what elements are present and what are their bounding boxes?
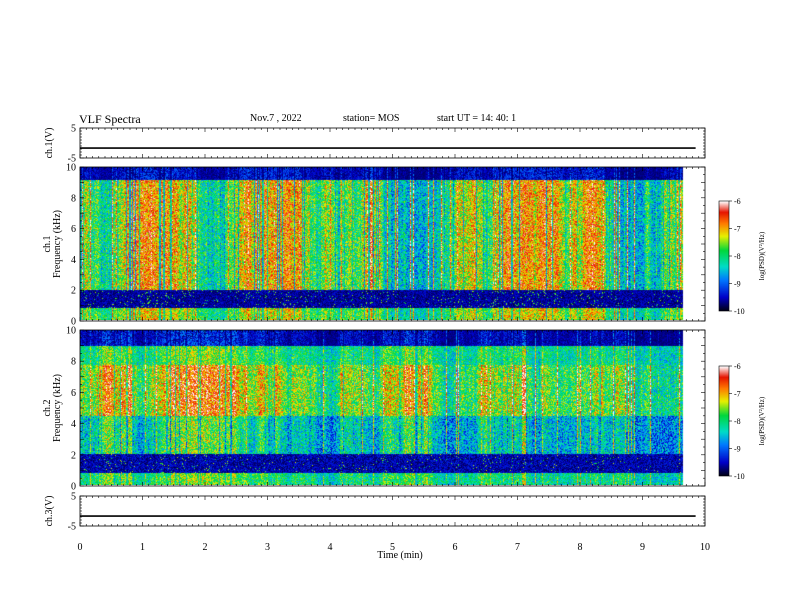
colorbar-tick-label: -6 — [734, 362, 741, 371]
x-tick-label: 6 — [453, 542, 458, 553]
x-tick-label: 7 — [515, 542, 520, 553]
y-tick-label: 10 — [66, 163, 76, 174]
start-time-label: start UT = 14: 40: 1 — [437, 113, 517, 124]
x-tick-label: 3 — [265, 542, 270, 553]
x-tick-label: 5 — [390, 542, 395, 553]
colorbar-label: log(PSD)(V²/Hz) — [758, 396, 766, 445]
colorbar-label: log(PSD)(V²/Hz) — [758, 231, 766, 280]
y-axis-label: Frequency (kHz) — [52, 374, 63, 442]
colorbar-tick-label: -10 — [734, 472, 745, 481]
panel-frame-2 — [79, 166, 706, 322]
y-tick-label: 0 — [71, 482, 76, 493]
colorbar-tick-label: -7 — [734, 390, 741, 399]
x-tick-label: 2 — [203, 542, 208, 553]
ch1-colorbar-image — [719, 201, 729, 311]
y-tick-label: 2 — [71, 286, 76, 297]
y-tick-label: 8 — [71, 193, 76, 204]
y-tick-label: 6 — [71, 224, 76, 235]
y-tick-label: -5 — [68, 154, 76, 165]
y-tick-label: 0 — [71, 317, 76, 328]
y-tick-label: 4 — [71, 255, 76, 266]
ch2-spectrogram-image — [80, 330, 692, 485]
y-tick-label: 8 — [71, 357, 76, 368]
colorbar-frame-2 — [718, 365, 730, 477]
colorbar-tick-label: -9 — [734, 280, 741, 289]
colorbar-frame-1 — [718, 200, 730, 312]
x-tick-label: 1 — [140, 542, 145, 553]
y-axis-label: ch.3(V) — [44, 496, 55, 527]
y-tick-label: 6 — [71, 388, 76, 399]
y-axis-label: ch.1(V) — [44, 128, 55, 159]
ch1-spectrogram-image — [80, 167, 692, 320]
colorbar-tick-label: -8 — [734, 417, 741, 426]
panel-frame-3 — [79, 329, 706, 487]
colorbar-tick-label: -7 — [734, 225, 741, 234]
y-tick-label: 10 — [66, 326, 76, 337]
colorbar-tick-label: -9 — [734, 445, 741, 454]
y-tick-label: 4 — [71, 419, 76, 430]
x-tick-label: 8 — [578, 542, 583, 553]
y-axis-label: ch.1 — [42, 236, 53, 253]
colorbar-tick-label: -8 — [734, 252, 741, 261]
y-tick-label: -5 — [68, 522, 76, 533]
panel-frame-1 — [79, 127, 706, 159]
y-tick-label: 5 — [71, 124, 76, 135]
colorbar-tick-label: -6 — [734, 197, 741, 206]
ch2-colorbar-image — [719, 366, 729, 476]
y-tick-label: 2 — [71, 450, 76, 461]
x-axis-label: Time (min) — [377, 550, 422, 561]
x-tick-label: 9 — [640, 542, 645, 553]
date-label: Nov.7 , 2022 — [250, 113, 302, 124]
panel-frame-4 — [79, 495, 706, 527]
colorbar-tick-label: -10 — [734, 307, 745, 316]
chart-title: VLF Spectra — [79, 112, 141, 126]
y-tick-label: 5 — [71, 492, 76, 503]
station-label: station= MOS — [343, 113, 400, 124]
x-tick-label: 0 — [78, 542, 83, 553]
y-axis-label: Frequency (kHz) — [52, 210, 63, 278]
x-tick-label: 4 — [328, 542, 333, 553]
x-tick-label: 10 — [700, 542, 710, 553]
y-axis-label: ch.2 — [42, 400, 53, 417]
